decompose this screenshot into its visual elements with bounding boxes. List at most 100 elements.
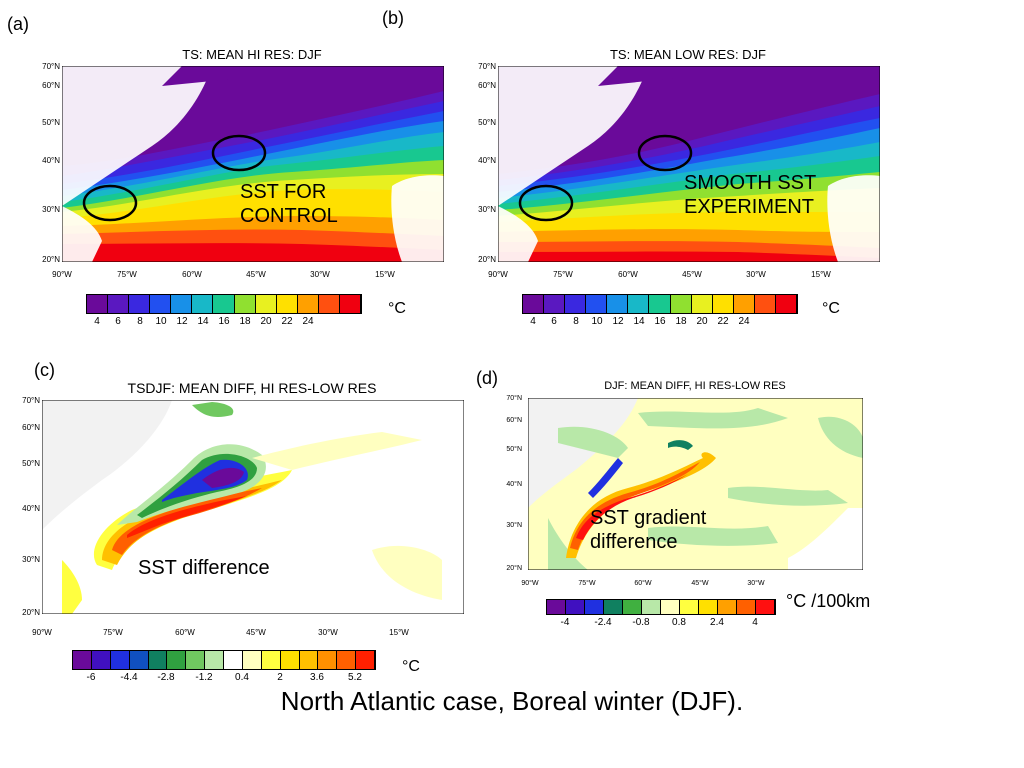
colorbar-tick-label: 5.2 [348, 672, 362, 683]
panel-c-letter: (c) [34, 360, 55, 380]
colorbar-swatch [544, 295, 566, 313]
lon-label: 75°W [578, 580, 596, 587]
colorbar-swatch [276, 295, 298, 313]
colorbar-tick-label: -2.8 [157, 672, 175, 683]
colorbar-swatch [167, 651, 187, 669]
colorbar-tick-label: 12 [176, 316, 188, 327]
panel-d-letter: (d) [476, 368, 498, 388]
colorbar-tick-label: 10 [591, 316, 603, 327]
colorbar-swatches [546, 599, 776, 615]
colorbar-tick-label: 8 [573, 316, 579, 327]
panel-b-sst-field [498, 66, 880, 262]
lat-label: 20°N [506, 565, 522, 572]
lat-label: 40°N [42, 156, 60, 165]
lat-label: 30°N [42, 205, 60, 214]
colorbar-swatch [129, 651, 149, 669]
colorbar-tick-label: 4 [94, 316, 100, 327]
colorbar-tick-label: 2 [277, 672, 283, 683]
lat-label: 50°N [22, 459, 40, 468]
colorbar-swatch [91, 651, 111, 669]
colorbar-swatch [280, 651, 300, 669]
panel-a-unit: °C [388, 300, 406, 317]
colorbar-tick-label: 0.8 [672, 617, 686, 628]
lat-label: 60°N [22, 423, 40, 432]
colorbar-swatch [586, 295, 608, 313]
colorbar-swatch [87, 295, 109, 313]
colorbar-swatches [86, 294, 362, 314]
colorbar-swatch [523, 295, 545, 313]
panel-d-unit: °C /100km [786, 591, 871, 611]
colorbar-tick-label: 16 [218, 316, 230, 327]
lat-label: 60°N [42, 81, 60, 90]
lon-label: 30°W [746, 270, 766, 279]
colorbar-tick-label: 22 [281, 316, 293, 327]
lat-label: 70°N [478, 62, 496, 71]
colorbar-tick-label: 8 [137, 316, 143, 327]
lat-label: 60°N [478, 81, 496, 90]
colorbar-tick-label: 4 [530, 316, 536, 327]
colorbar-swatch [547, 600, 566, 614]
colorbar-swatch [224, 651, 243, 669]
colorbar-swatch [585, 600, 604, 614]
colorbar-swatch [754, 295, 776, 313]
lat-label: 20°N [42, 255, 60, 264]
colorbar-swatch [129, 295, 151, 313]
lon-label: 75°W [103, 628, 123, 637]
colorbar-swatch [733, 295, 755, 313]
colorbar-tick-label: 20 [260, 316, 272, 327]
colorbar-swatch [756, 600, 775, 614]
colorbar-swatch [299, 651, 319, 669]
panel-b-title: TS: MEAN LOW RES: DJF [609, 47, 766, 62]
panel-d-gradient-field [528, 398, 863, 570]
lon-label: 30°W [318, 628, 338, 637]
lat-label: 40°N [478, 156, 496, 165]
panel-c-colorbar-labels: -6 -4.4 -2.8 -1.2 0.4 2 3.6 5.2 [72, 672, 382, 686]
lat-label: 50°N [478, 118, 496, 127]
colorbar-tick-label: 24 [302, 316, 314, 327]
lon-label: 30°W [310, 270, 330, 279]
colorbar-tick-label: -6 [86, 672, 96, 683]
lon-label: 60°W [182, 270, 202, 279]
colorbar-swatch [607, 295, 629, 313]
colorbar-tick-label: 14 [197, 316, 209, 327]
colorbar-tick-label: -2.4 [594, 617, 612, 628]
colorbar-tick-label: -4 [560, 617, 570, 628]
colorbar-swatch [566, 600, 585, 614]
colorbar-swatch [670, 295, 692, 313]
lat-label: 50°N [42, 118, 60, 127]
colorbar-swatch [192, 295, 214, 313]
panel-b-colorbar [522, 294, 798, 314]
panel-d-title: DJF: MEAN DIFF, HI RES-LOW RES [604, 380, 786, 392]
lon-label: 45°W [682, 270, 702, 279]
colorbar-swatch [339, 295, 362, 313]
lon-label: 60°W [175, 628, 195, 637]
lon-label: 15°W [389, 628, 409, 637]
annotation-line: SST FOR [240, 181, 327, 203]
lat-label: 40°N [22, 504, 40, 513]
lat-label: 70°N [22, 396, 40, 405]
annotation-line: EXPERIMENT [684, 196, 815, 218]
panel-a-colorbar-labels: 4 6 8 10 12 14 16 18 20 22 24 [86, 316, 366, 330]
colorbar-swatch [775, 295, 798, 313]
colorbar-tick-label: 3.6 [310, 672, 324, 683]
colorbar-tick-label: 24 [738, 316, 750, 327]
colorbar-swatch [699, 600, 718, 614]
colorbar-swatch [73, 651, 92, 669]
colorbar-swatch [255, 295, 277, 313]
lat-label: 30°N [22, 555, 40, 564]
panel-a-colorbar [86, 294, 362, 314]
colorbar-tick-label: 16 [654, 316, 666, 327]
lon-label: 90°W [488, 270, 508, 279]
colorbar-tick-label: -0.8 [632, 617, 650, 628]
colorbar-swatch [565, 295, 587, 313]
panel-b-map [498, 66, 880, 262]
panel-d-colorbar [546, 599, 776, 615]
panel-a-title: TS: MEAN HI RES: DJF [182, 47, 322, 62]
colorbar-tick-label: -1.2 [195, 672, 213, 683]
colorbar-swatch [661, 600, 680, 614]
lon-label: 90°W [521, 580, 539, 587]
lat-label: 30°N [506, 522, 522, 529]
lat-label: 30°N [478, 205, 496, 214]
colorbar-swatch [680, 600, 699, 614]
lat-label: 70°N [506, 395, 522, 402]
